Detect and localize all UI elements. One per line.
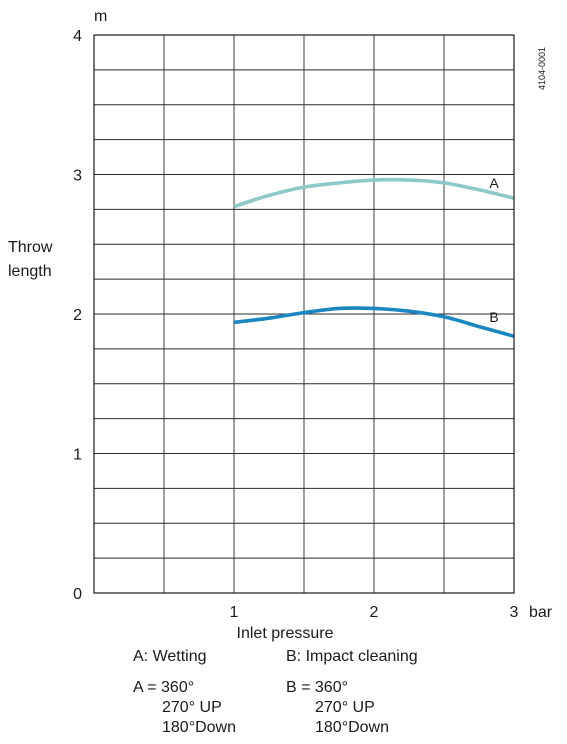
series-label-a: A bbox=[489, 175, 499, 191]
plot-frame bbox=[93, 34, 515, 594]
y-tick-label: 0 bbox=[73, 586, 82, 603]
y-axis-title-line: length bbox=[8, 263, 52, 280]
y-tick-label: 3 bbox=[73, 168, 82, 185]
series-label-b: B bbox=[489, 309, 498, 325]
figure-code-label: 4104-0001 bbox=[537, 47, 547, 90]
series-line-b bbox=[233, 306, 515, 339]
x-tick-label: 3 bbox=[510, 604, 519, 621]
x-axis-title: Inlet pressure bbox=[237, 625, 334, 642]
series-layer bbox=[233, 177, 515, 339]
y-tick-label: 2 bbox=[73, 307, 82, 324]
x-unit-label: bar bbox=[529, 604, 553, 621]
y-tick-label: 1 bbox=[73, 447, 82, 464]
y-tick-label: 4 bbox=[73, 28, 82, 45]
y-axis-title-line: Throw bbox=[8, 239, 53, 256]
labels-layer: 0 1 2 3 4 1 2 3 m bar Inlet pressure Throw length 410… bbox=[8, 8, 553, 642]
x-tick-label: 2 bbox=[370, 604, 379, 621]
series-line-a bbox=[233, 177, 515, 209]
axes bbox=[93, 34, 515, 594]
x-tick-label: 1 bbox=[230, 604, 239, 621]
y-unit-label: m bbox=[94, 8, 107, 25]
